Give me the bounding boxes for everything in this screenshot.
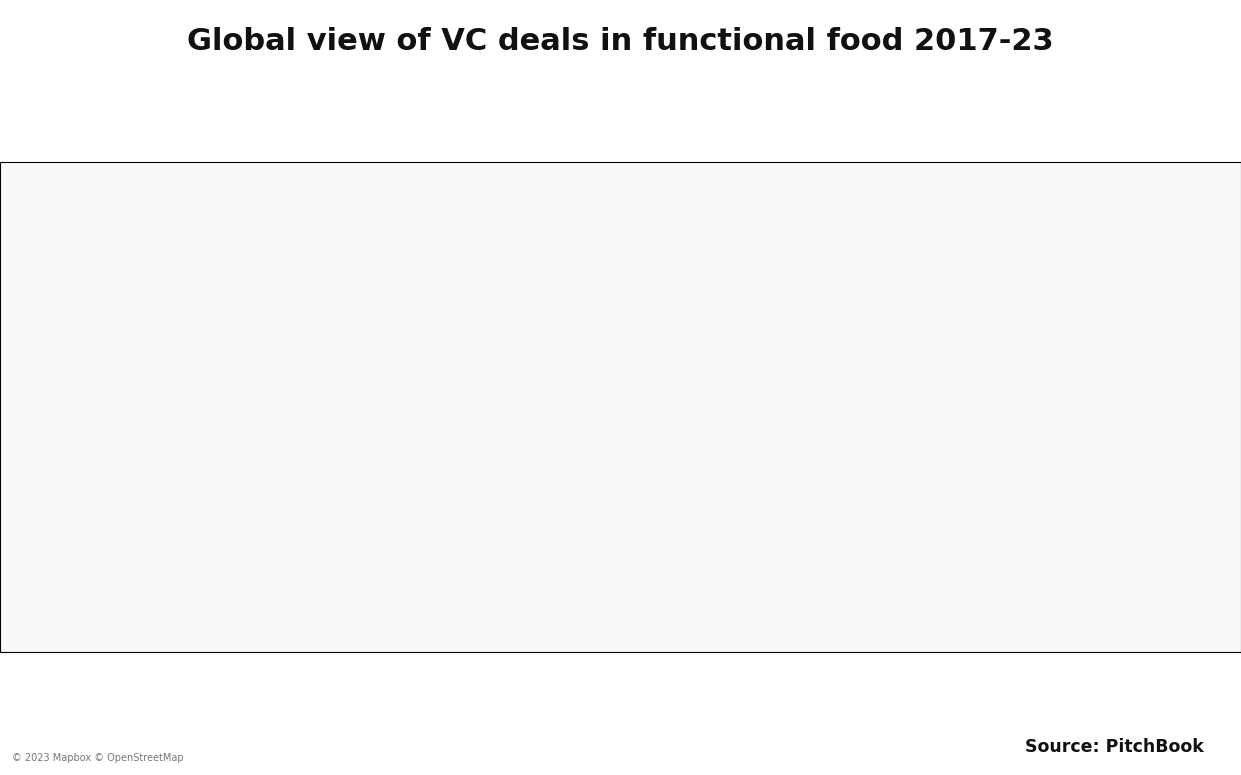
Text: © 2023 Mapbox © OpenStreetMap: © 2023 Mapbox © OpenStreetMap — [12, 753, 184, 763]
Text: Source: PitchBook: Source: PitchBook — [1025, 738, 1204, 756]
Text: Global view of VC deals in functional food 2017-23: Global view of VC deals in functional fo… — [187, 27, 1054, 56]
